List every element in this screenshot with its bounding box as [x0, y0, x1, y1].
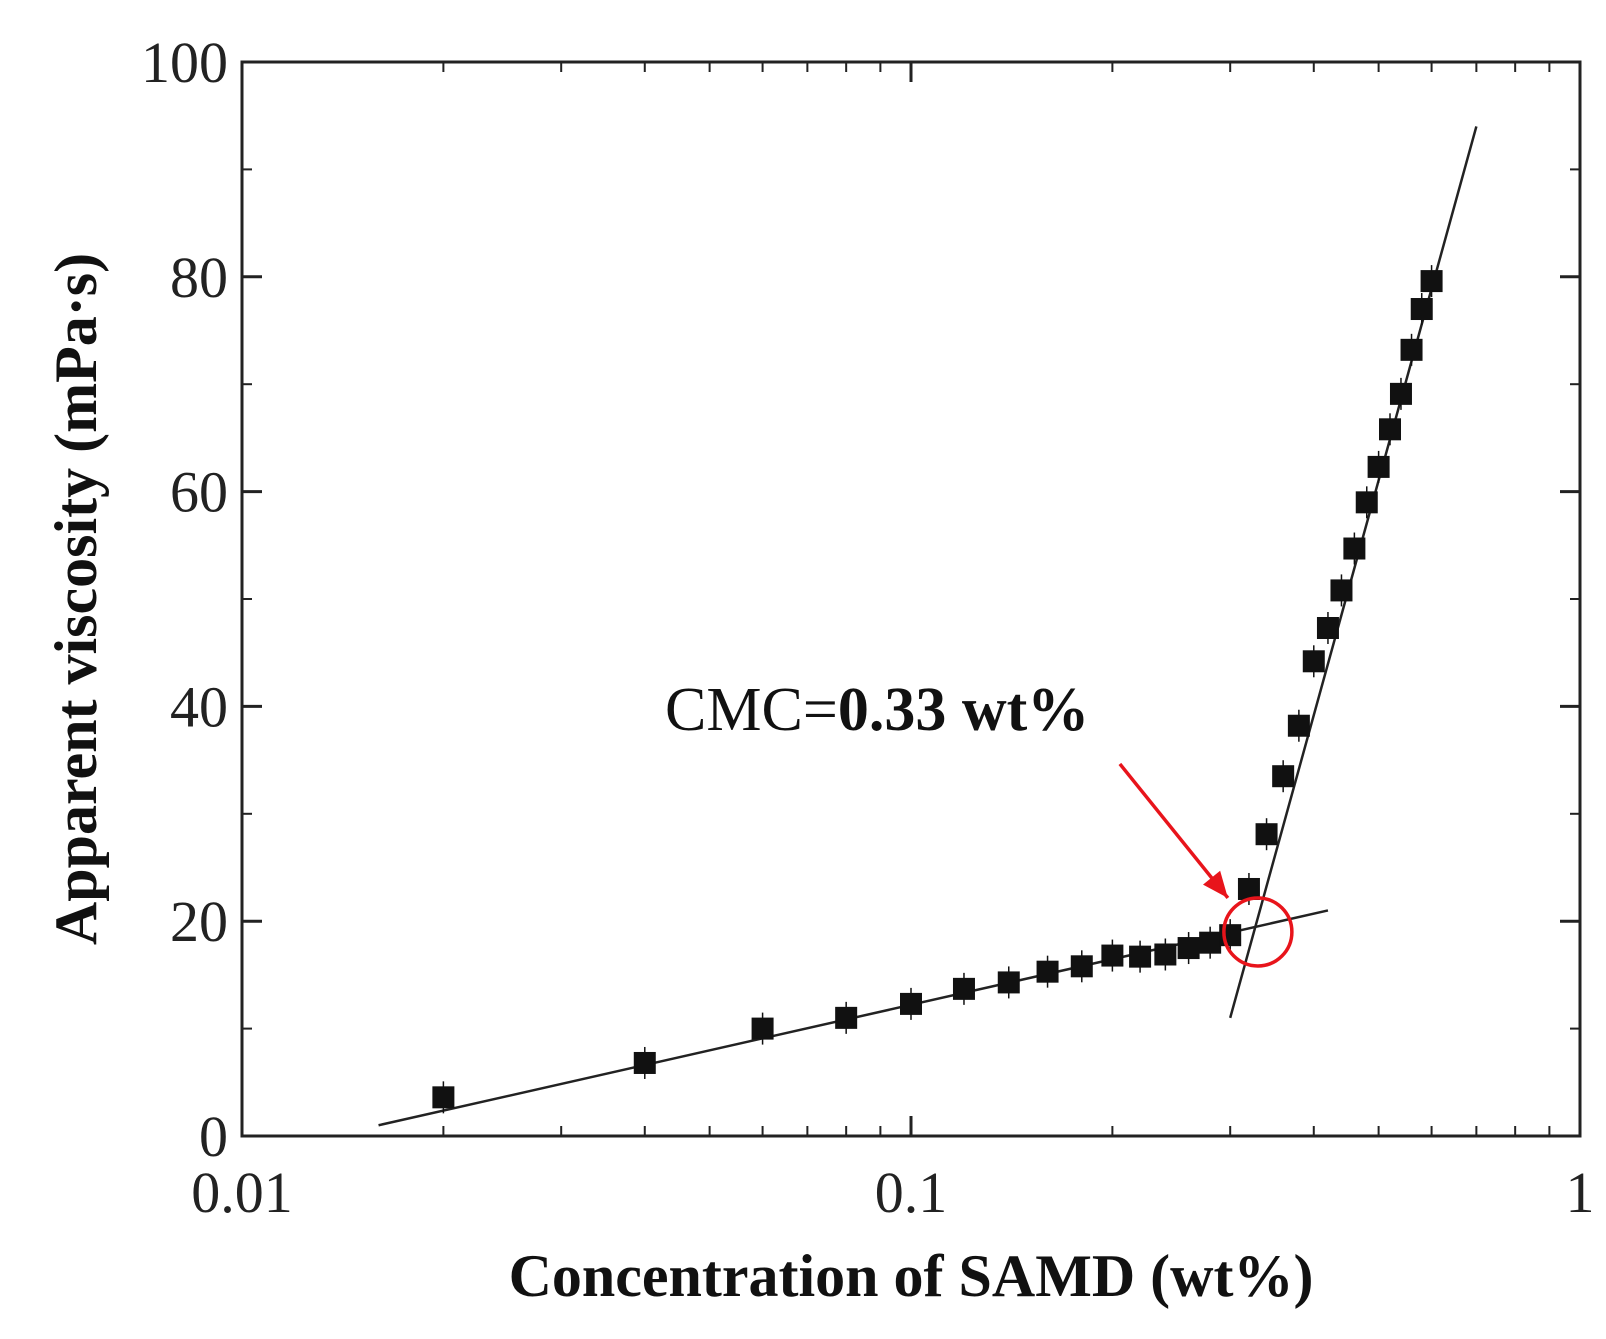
data-point — [1255, 823, 1278, 846]
data-point — [1199, 931, 1222, 954]
fit-line — [1228, 126, 1478, 1019]
fit-lines — [378, 126, 1478, 1127]
data-point — [1287, 714, 1310, 737]
data-point — [1367, 455, 1390, 478]
data-point — [751, 1017, 774, 1040]
data-point — [835, 1006, 858, 1029]
x-tick-label: 0.1 — [875, 1160, 948, 1225]
cmc-annotation: CMC=0.33 wt% — [665, 676, 1089, 744]
x-axis-title: Concentration of SAMD (wt%) — [509, 1243, 1314, 1309]
y-tick-label: 20 — [170, 889, 228, 954]
data-point — [1343, 537, 1366, 560]
data-point — [633, 1051, 656, 1074]
data-point — [1420, 270, 1443, 293]
cmc-annotation-prefix: CMC= — [665, 676, 838, 744]
data-point — [1272, 765, 1295, 788]
data-point — [900, 992, 922, 1015]
data-point — [1389, 382, 1412, 405]
y-tick-label: 80 — [170, 245, 228, 310]
cmc-circle — [1222, 896, 1294, 968]
cmc-annotation-value: 0.33 wt% — [838, 676, 1089, 744]
data-point — [1316, 616, 1339, 639]
data-point — [1302, 650, 1325, 673]
y-tick-label: 0 — [199, 1104, 228, 1169]
data-point — [1410, 298, 1433, 321]
y-tick-label: 60 — [170, 460, 228, 525]
data-point — [997, 971, 1020, 994]
data-point — [1177, 937, 1200, 960]
y-tick-label: 40 — [170, 674, 228, 739]
data-point — [1400, 338, 1423, 361]
data-point — [1129, 945, 1152, 968]
y-tick-label: 100 — [141, 30, 228, 95]
x-tick-label: 1 — [1566, 1160, 1595, 1225]
data-point — [952, 977, 975, 1000]
cmc-arrow-head — [1203, 870, 1228, 898]
data-point — [1154, 943, 1177, 966]
cmc-highlight — [1118, 762, 1294, 968]
data-point — [1070, 955, 1093, 978]
x-axis: 0.01 0.1 1 — [191, 62, 1595, 1225]
data-point — [1237, 877, 1260, 900]
x-tick-label: 0.01 — [191, 1160, 293, 1225]
cmc-arrow-shaft — [1118, 762, 1230, 900]
data-point — [1355, 491, 1378, 514]
data-point — [1036, 960, 1059, 983]
data-point — [1101, 944, 1124, 967]
y-axis-title: Apparent viscosity (mPa·s) — [43, 253, 109, 945]
data-point — [432, 1086, 455, 1109]
plot-frame — [240, 60, 1582, 1138]
data-points — [432, 265, 1443, 1114]
data-point — [1379, 418, 1402, 441]
y-axis: 0 20 40 60 80 100 — [141, 30, 1580, 1169]
data-point — [1330, 579, 1353, 602]
